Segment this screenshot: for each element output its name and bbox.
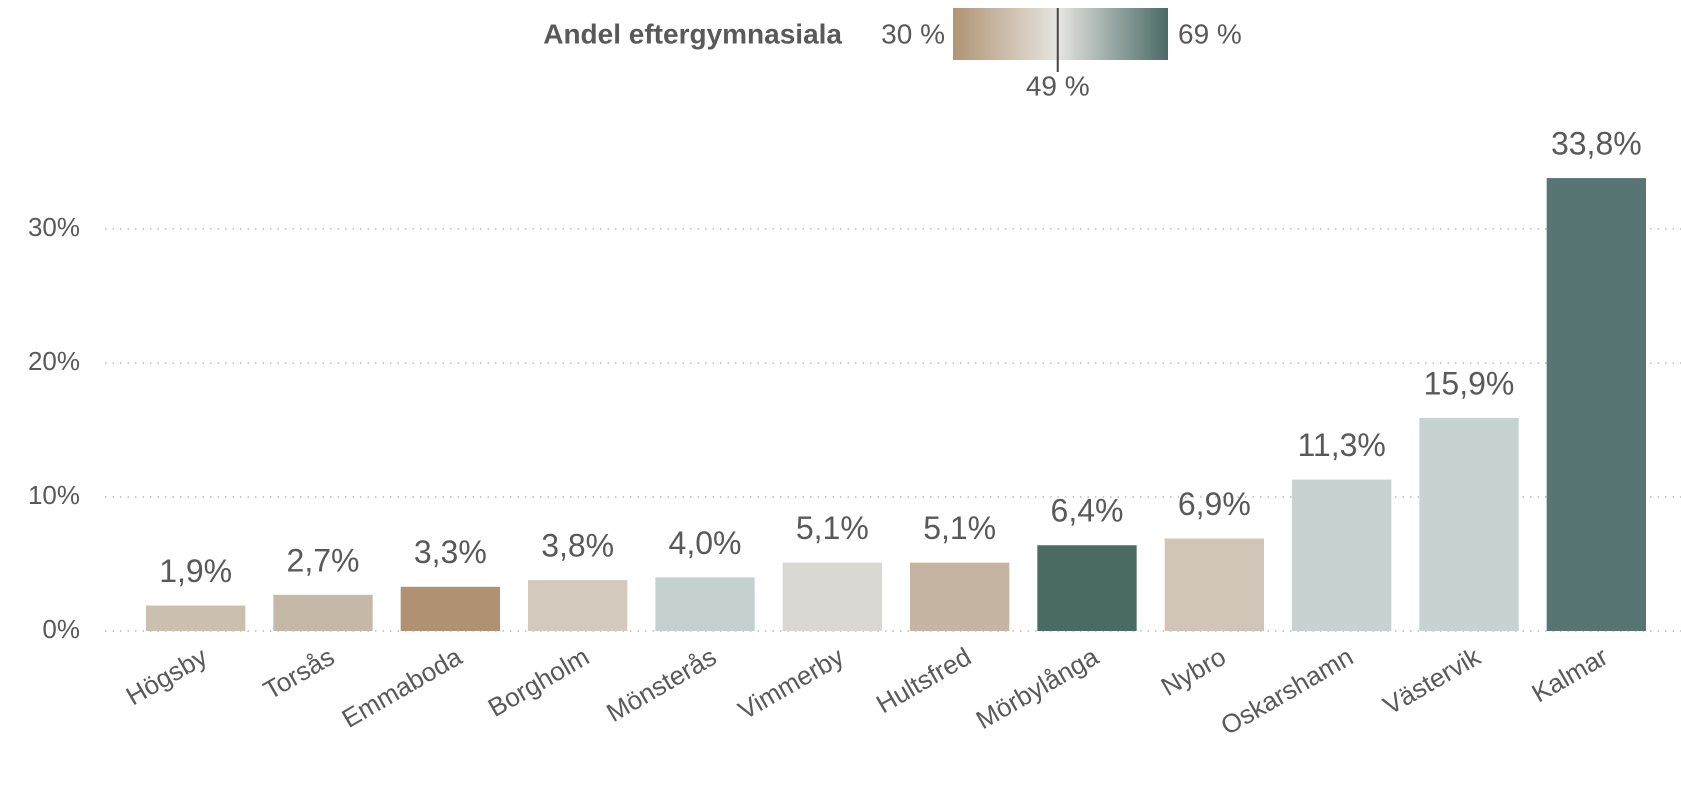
value-label: 4,0% <box>669 525 742 561</box>
x-tick-label: Kalmar <box>1526 641 1613 708</box>
x-tick-label: Västervik <box>1378 641 1486 721</box>
bar <box>1546 178 1646 631</box>
bar <box>1164 538 1264 631</box>
value-label: 5,1% <box>796 510 869 546</box>
bar <box>146 605 246 631</box>
x-tick-label: Vimmerby <box>733 641 849 725</box>
bar <box>1292 479 1392 631</box>
value-label: 15,9% <box>1424 365 1515 401</box>
bar <box>910 562 1010 631</box>
legend-title: Andel eftergymnasiala <box>543 18 842 49</box>
value-label: 3,3% <box>414 534 487 570</box>
y-tick-label: 20% <box>28 346 80 376</box>
x-tick-label: Högsby <box>121 641 212 711</box>
y-tick-label: 0% <box>42 614 80 644</box>
y-tick-label: 10% <box>28 480 80 510</box>
y-tick-label: 30% <box>28 212 80 242</box>
legend-gradient <box>953 8 1168 60</box>
x-tick-label: Torsås <box>258 641 339 705</box>
x-tick-label: Borgholm <box>483 641 594 723</box>
bar <box>1037 545 1137 631</box>
value-label: 5,1% <box>923 510 996 546</box>
value-label: 2,7% <box>287 542 360 578</box>
value-label: 6,9% <box>1178 486 1251 522</box>
bar <box>1419 417 1519 631</box>
x-tick-label: Emmaboda <box>337 641 468 734</box>
bar <box>400 586 500 631</box>
value-label: 33,8% <box>1551 126 1642 162</box>
x-tick-label: Mörbylånga <box>971 641 1104 735</box>
bar <box>528 580 628 631</box>
bar <box>273 594 373 631</box>
legend-max-label: 69 % <box>1178 18 1242 49</box>
legend-mid-label: 49 % <box>1026 70 1090 101</box>
x-tick-label: Mönsterås <box>601 641 721 728</box>
value-label: 1,9% <box>159 553 232 589</box>
value-label: 11,3% <box>1297 427 1385 463</box>
bar <box>655 577 755 631</box>
bar <box>782 562 882 631</box>
x-tick-label: Hultsfred <box>871 641 976 719</box>
x-tick-label: Nybro <box>1156 641 1231 702</box>
x-tick-label: Oskarshamn <box>1215 641 1358 741</box>
value-label: 3,8% <box>541 528 614 564</box>
legend-min-label: 30 % <box>881 18 945 49</box>
value-label: 6,4% <box>1051 493 1124 529</box>
